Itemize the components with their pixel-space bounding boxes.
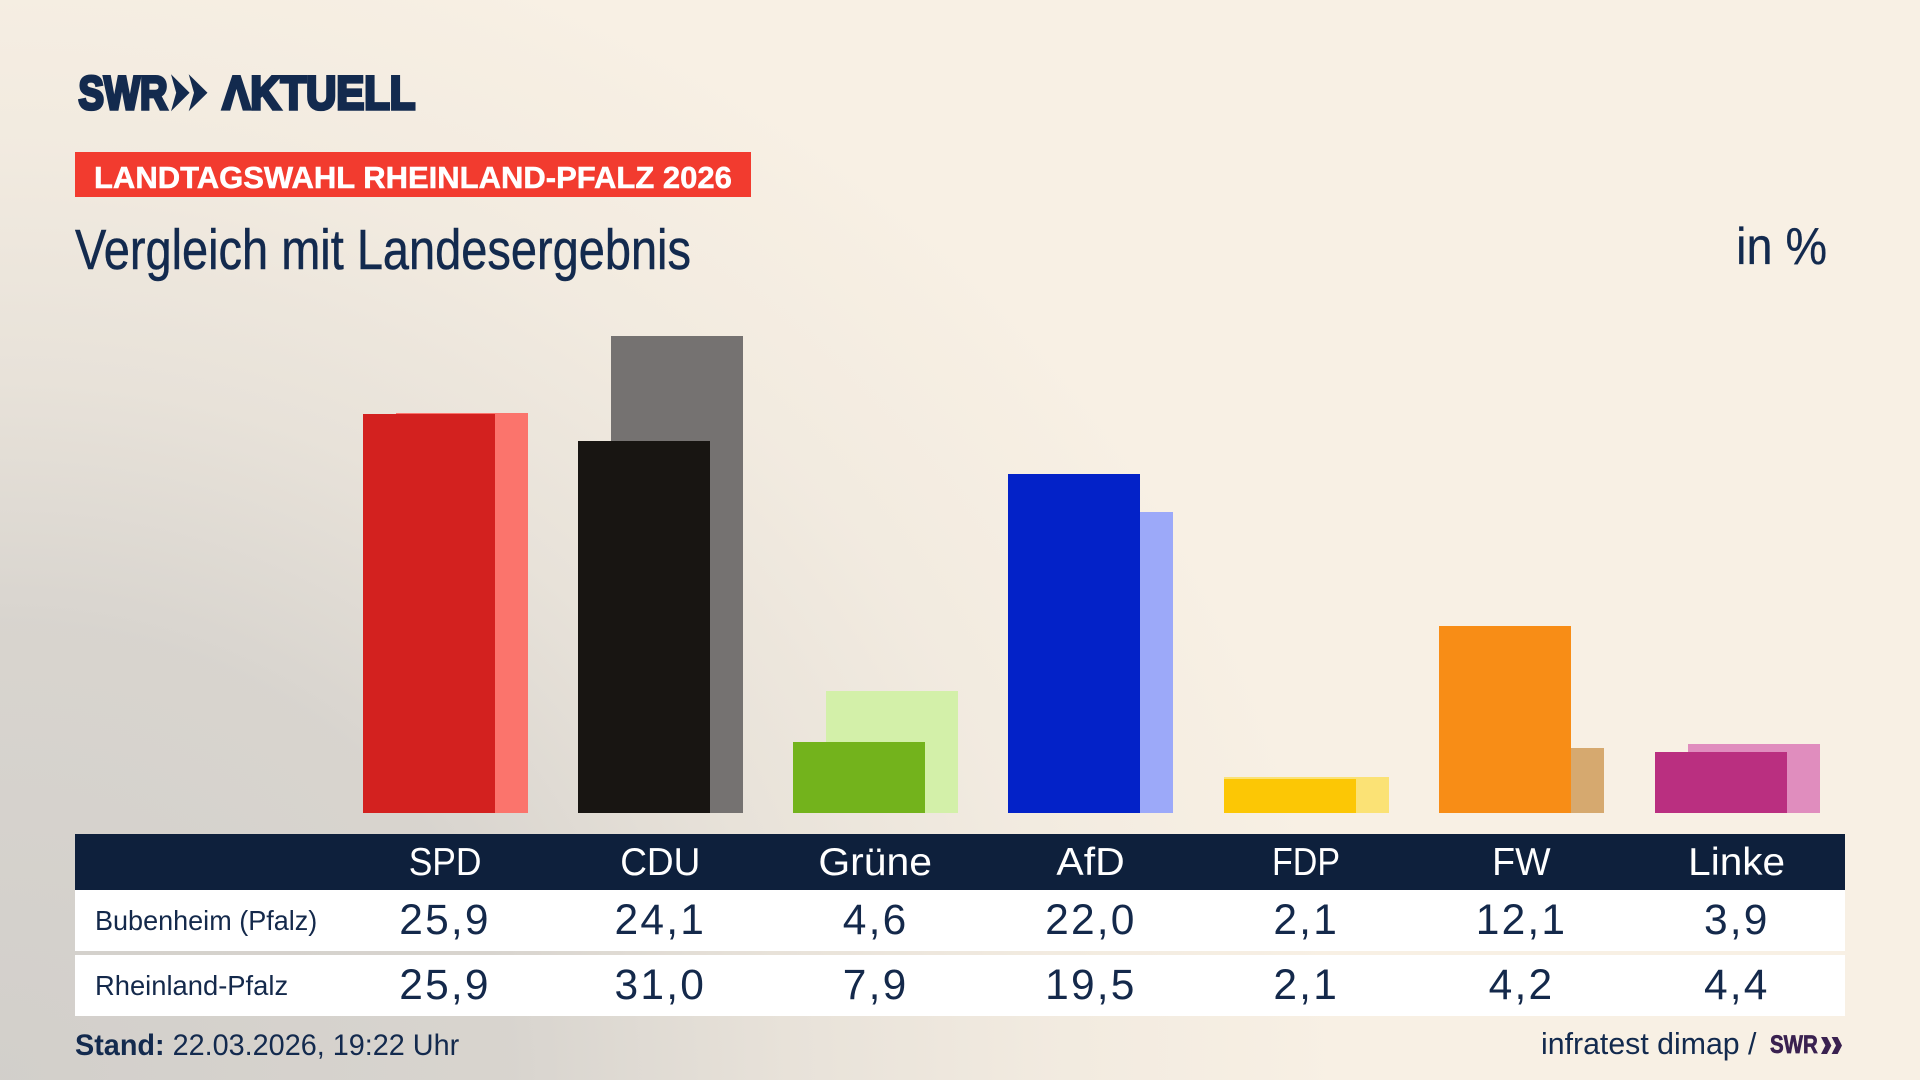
svg-text:SWR: SWR bbox=[79, 74, 168, 114]
svg-text:ΛKTUELL: ΛKTUELL bbox=[223, 74, 416, 114]
